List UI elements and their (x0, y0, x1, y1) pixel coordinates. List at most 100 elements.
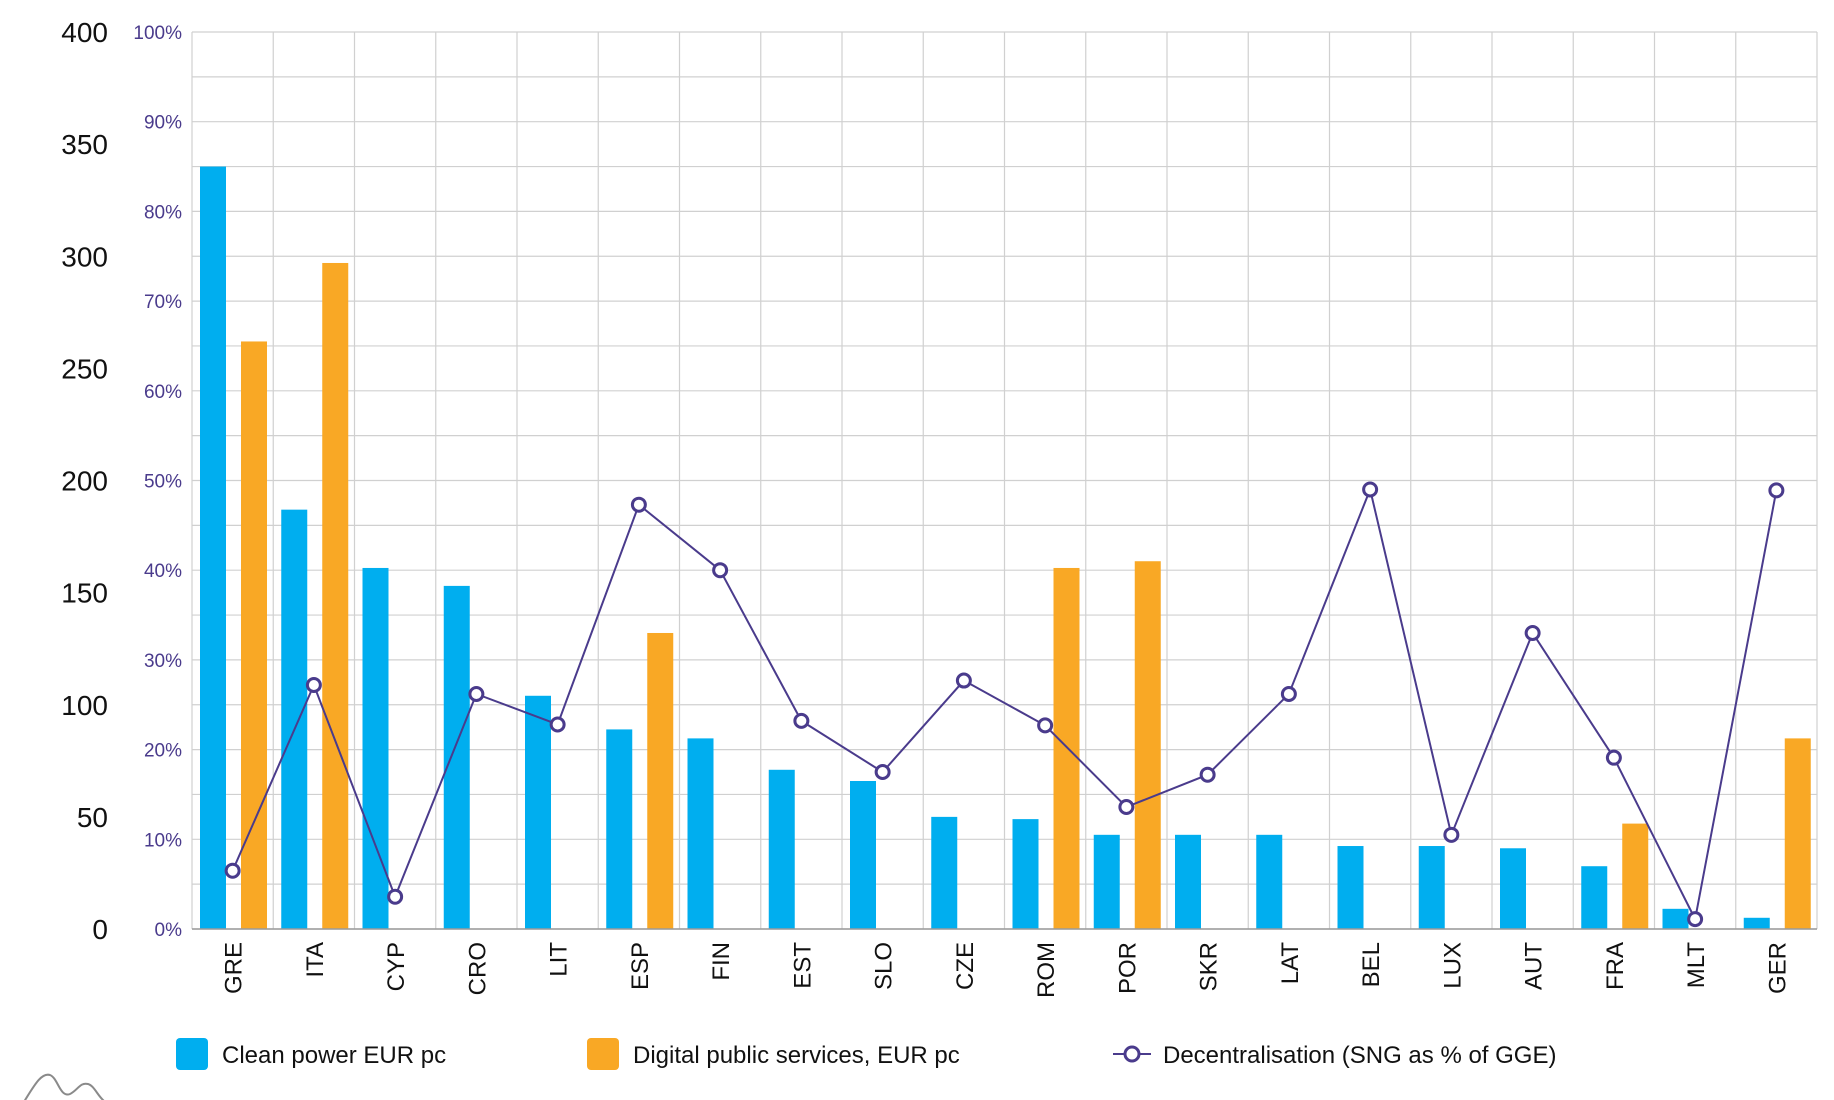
right-axis-tick: 70% (144, 292, 182, 313)
x-axis-tick: POR (1114, 942, 1141, 994)
right-axis-tick: 10% (144, 830, 182, 851)
x-axis-tick: AUT (1521, 942, 1548, 990)
x-axis-tick: GRE (221, 942, 248, 994)
bar-clean-power-esp[interactable] (606, 729, 633, 929)
left-axis-tick: 100 (61, 690, 108, 721)
x-axis-tick: GER (1764, 942, 1791, 994)
legend-label-decentralisation: Decentralisation (SNG as % of GGE) (1163, 1042, 1556, 1069)
right-axis-tick: 100% (133, 23, 182, 44)
decentralisation-point-esp[interactable] (630, 496, 647, 513)
bar-clean-power-skr[interactable] (1175, 834, 1201, 929)
right-axis-tick: 80% (144, 202, 182, 223)
legend-marker-decentralisation (1123, 1045, 1141, 1063)
bar-clean-power-gre[interactable] (200, 166, 226, 930)
legend-item-clean-power[interactable]: Clean power EUR pc (176, 1038, 446, 1070)
legend-swatch-clean-power (176, 1038, 208, 1070)
decentralisation-point-lat[interactable] (1280, 685, 1297, 702)
left-axis-tick: 250 (61, 353, 108, 384)
right-axis-tick: 40% (144, 561, 182, 582)
bar-clean-power-slo[interactable] (850, 780, 876, 929)
decentralisation-line-path (231, 486, 1778, 923)
left-axis-tick: 0 (92, 914, 108, 945)
legend-swatch-digital-public-services (587, 1038, 619, 1070)
bar-clean-power-cyp[interactable] (362, 567, 389, 929)
legend-label-clean-power: Clean power EUR pc (222, 1042, 446, 1069)
x-axis-tick: ITA (302, 942, 329, 978)
decentralisation-point-aut[interactable] (1524, 624, 1541, 641)
bar-digital-services-por[interactable] (1134, 561, 1161, 929)
x-axis-tick: CYP (383, 942, 410, 991)
brand-logo-icon (23, 1073, 105, 1100)
bar-digital-services-rom[interactable] (1053, 567, 1080, 929)
bar-clean-power-lit[interactable] (525, 695, 551, 929)
bar-digital-services-fra[interactable] (1622, 823, 1649, 929)
decentralisation-point-bel[interactable] (1362, 481, 1379, 498)
legend: Clean power EUR pc Digital public servic… (176, 1038, 1556, 1070)
bar-clean-power-aut[interactable] (1500, 848, 1526, 929)
x-axis-tick: EST (789, 942, 816, 989)
decentralisation-point-cyp[interactable] (387, 888, 404, 905)
decentralisation-point-fra[interactable] (1605, 749, 1622, 766)
x-axis-tick: FRA (1602, 942, 1629, 990)
decentralisation-point-cro[interactable] (468, 685, 485, 702)
bar-clean-power-ger[interactable] (1743, 917, 1770, 929)
legend-item-digital-public-services[interactable]: Digital public services, EUR pc (587, 1038, 960, 1070)
bar-clean-power-rom[interactable] (1012, 819, 1039, 929)
x-axis-labels: GRE ITA CYP CRO LIT ESP FIN EST SLO CZE ROM POR SKR L… (221, 942, 1792, 998)
decentralisation-point-mlt[interactable] (1687, 911, 1704, 928)
bar-clean-power-por[interactable] (1093, 834, 1120, 929)
x-axis-tick: CRO (464, 942, 491, 995)
x-axis-tick: LIT (546, 942, 573, 977)
decentralisation-point-lit[interactable] (549, 716, 566, 733)
bar-clean-power-bel[interactable] (1337, 846, 1364, 929)
left-axis-tick: 150 (61, 578, 108, 609)
decentralisation-point-cze[interactable] (955, 672, 972, 689)
decentralisation-point-gre[interactable] (224, 862, 241, 879)
left-axis-tick: 400 (61, 17, 108, 48)
x-axis-tick: LUX (1439, 942, 1466, 989)
legend-label-digital-public-services: Digital public services, EUR pc (633, 1042, 960, 1069)
decentralisation-point-lux[interactable] (1443, 826, 1460, 843)
decentralisation-point-slo[interactable] (874, 764, 891, 781)
left-axis-tick: 350 (61, 129, 108, 160)
right-axis-tick: 20% (144, 741, 182, 762)
right-axis-tick: 60% (144, 382, 182, 403)
bar-clean-power-lux[interactable] (1418, 846, 1445, 929)
bar-clean-power-fra[interactable] (1581, 866, 1608, 929)
x-axis-tick: SKR (1196, 942, 1223, 991)
bar-digital-services-esp[interactable] (647, 632, 674, 929)
bar-clean-power-cro[interactable] (443, 585, 470, 929)
decentralisation-point-rom[interactable] (1037, 717, 1054, 734)
legend-item-decentralisation[interactable]: Decentralisation (SNG as % of GGE) (1113, 1042, 1556, 1069)
bar-clean-power-ita[interactable] (281, 509, 308, 929)
bar-digital-services-ita[interactable] (322, 262, 349, 929)
bar-clean-power-mlt[interactable] (1662, 908, 1689, 929)
decentralisation-point-est[interactable] (793, 712, 810, 729)
decentralisation-point-ger[interactable] (1768, 482, 1785, 499)
right-axis-tick: 50% (144, 472, 182, 493)
right-axis-tick: 30% (144, 651, 182, 672)
bar-digital-services-gre[interactable] (241, 341, 267, 930)
left-axis-tick: 200 (61, 466, 108, 497)
x-axis-tick: SLO (871, 942, 898, 990)
left-axis-tick: 50 (77, 802, 108, 833)
bar-clean-power-est[interactable] (768, 769, 795, 929)
decentralisation-point-ita[interactable] (305, 677, 322, 694)
bar-digital-services-ger[interactable] (1784, 738, 1811, 929)
bar-clean-power-fin[interactable] (687, 738, 714, 929)
decentralisation-line (224, 481, 1785, 928)
decentralisation-point-por[interactable] (1118, 799, 1135, 816)
x-axis-tick: LAT (1277, 942, 1304, 985)
left-axis-tick: 300 (61, 241, 108, 272)
x-axis-tick: ESP (627, 942, 654, 990)
x-axis-tick: BEL (1358, 942, 1385, 987)
x-axis-tick: MLT (1683, 942, 1710, 989)
decentralisation-point-fin[interactable] (712, 562, 729, 579)
bar-clean-power-cze[interactable] (931, 816, 958, 929)
right-axis-tick: 90% (144, 113, 182, 134)
x-axis-tick: CZE (952, 942, 979, 990)
bar-clean-power-lat[interactable] (1256, 834, 1283, 929)
decentralisation-point-skr[interactable] (1199, 766, 1216, 783)
right-axis-tick: 0% (155, 920, 183, 941)
